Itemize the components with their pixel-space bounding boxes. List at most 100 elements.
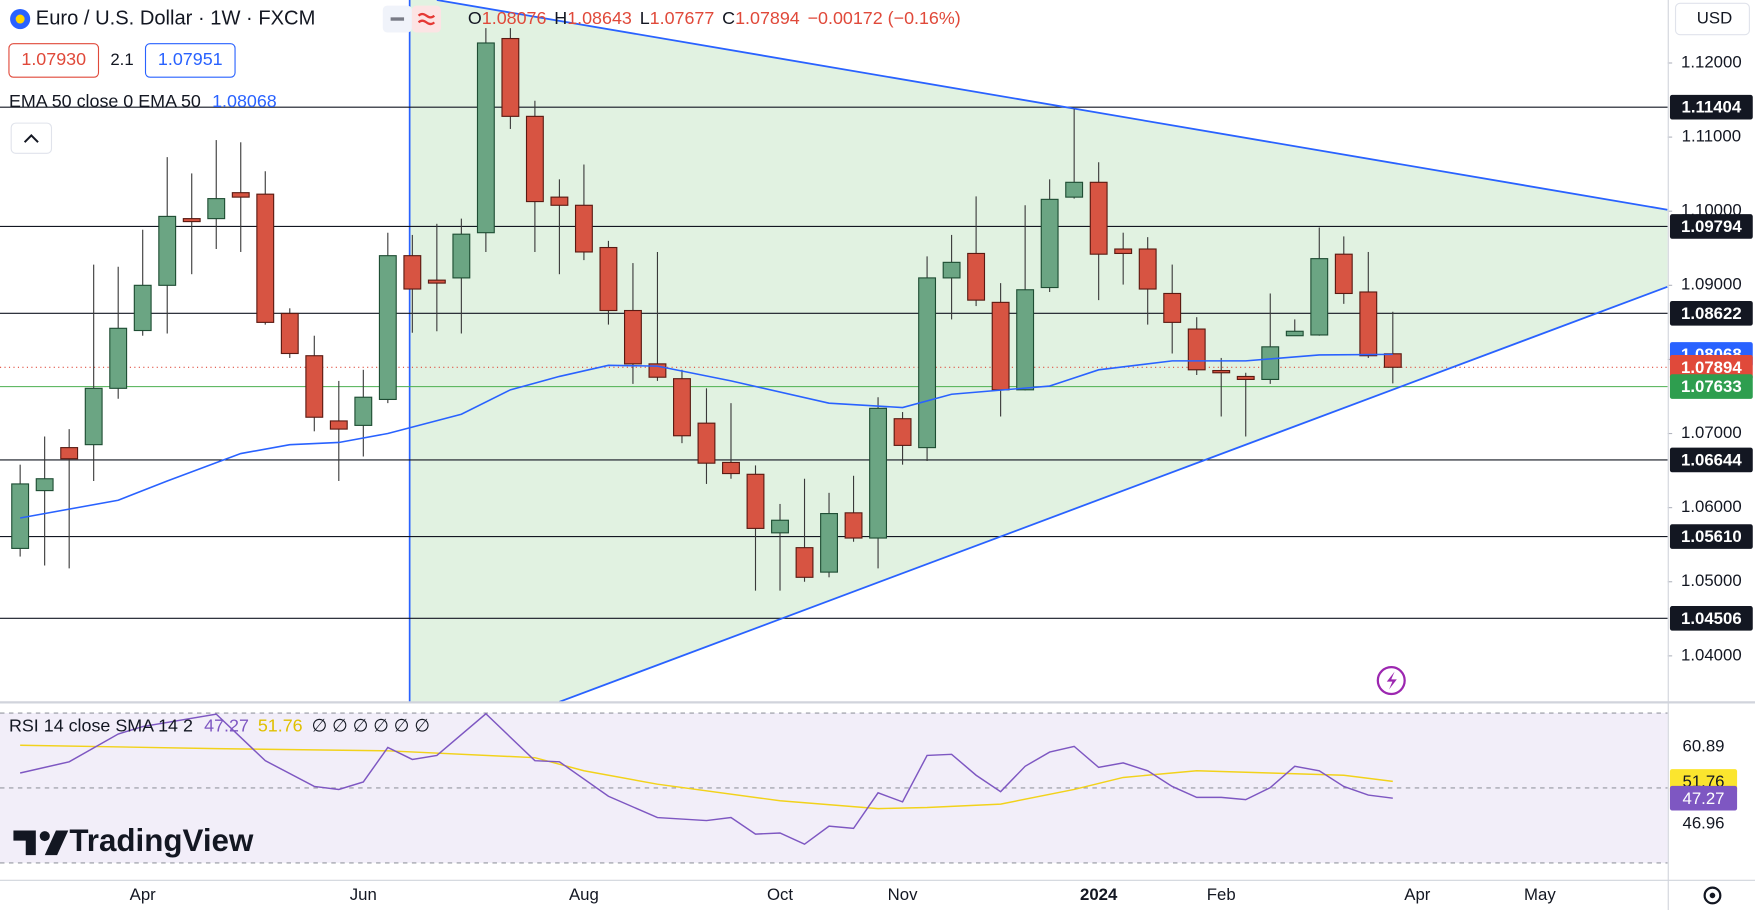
candle-body — [378, 255, 397, 401]
ema-legend-value: 1.08068 — [212, 91, 277, 111]
candle-body — [501, 37, 520, 117]
candle-body — [329, 420, 348, 430]
ohlc-value: 1.08643 — [567, 8, 632, 28]
candle-body — [1089, 181, 1108, 255]
ohlc-prefix: H — [554, 8, 567, 28]
current-price-box — [1669, 354, 1753, 380]
x-tick-label: Feb — [1207, 885, 1236, 904]
candle-body — [1065, 181, 1084, 198]
collapse-button[interactable] — [10, 122, 53, 154]
candle-body — [133, 284, 152, 332]
trend-line — [436, 0, 1668, 211]
candle-body — [795, 547, 814, 578]
ask-label: 1.07951 — [158, 49, 223, 69]
candle-body — [35, 478, 54, 492]
compare-icon — [417, 12, 436, 26]
candle-body — [305, 355, 324, 418]
candle-body — [722, 461, 740, 475]
ema-legend-name: EMA 50 close 0 EMA 50 — [9, 91, 201, 111]
level-label: 1.09794 — [1681, 217, 1742, 236]
rsi-value-label: 47.27 — [1683, 789, 1725, 808]
ask-box[interactable] — [144, 43, 236, 78]
y-tick-label: 1.11000 — [1682, 127, 1741, 146]
ema-line — [20, 353, 1393, 519]
candle-body — [623, 309, 642, 365]
level-label: 1.08622 — [1681, 304, 1742, 323]
candle-body — [182, 218, 201, 223]
watermark: TradingView — [69, 823, 254, 858]
candle-body — [942, 261, 961, 279]
candle-body — [354, 396, 373, 426]
rsi-sma-line — [20, 744, 1393, 810]
candle-body — [1187, 328, 1206, 371]
rsi-extra: ∅ ∅ ∅ ∅ ∅ ∅ — [312, 715, 430, 735]
settings-icon[interactable] — [1703, 886, 1722, 905]
change-value: −0.00172 (−0.16%) — [808, 8, 961, 28]
candle-body — [746, 473, 765, 529]
level-box — [1669, 214, 1753, 239]
x-tick-label: 2024 — [1080, 885, 1118, 904]
candle-body — [1310, 258, 1329, 336]
y-tick-label: 1.04000 — [1681, 645, 1742, 664]
candle-body — [844, 512, 863, 539]
rsi-legend-name: RSI 14 close SMA 14 2 — [9, 715, 193, 735]
level-box — [1669, 524, 1753, 549]
settings-hub — [1709, 892, 1716, 899]
candle-body — [599, 246, 618, 312]
support-label: 1.07633 — [1681, 377, 1742, 396]
rsi-sma-legend-value: 51.76 — [258, 715, 303, 735]
candle-body — [1016, 289, 1035, 391]
y-tick-label: 1.09000 — [1681, 275, 1742, 294]
candle-body — [771, 519, 789, 534]
level-label: 1.06644 — [1681, 450, 1742, 469]
candle-body — [109, 327, 128, 389]
symbol-flag-inner — [15, 14, 25, 24]
candle-body — [256, 193, 275, 323]
x-tick-label: Apr — [1404, 885, 1431, 904]
candle-body — [158, 215, 177, 286]
compare-button[interactable] — [411, 5, 441, 33]
candle-body — [991, 301, 1010, 391]
bid-label: 1.07930 — [21, 49, 86, 69]
candle-body — [574, 204, 593, 253]
level-box — [1669, 447, 1753, 473]
level-label: 1.05610 — [1681, 527, 1742, 546]
rsi-legend: RSI 14 close SMA 14 2 47.27 51.76 ∅ ∅ ∅ ∅ ∅… — [9, 715, 430, 735]
x-tick-label: May — [1524, 885, 1556, 904]
ohlc-prefix: C — [722, 8, 735, 28]
spread-label: 2.1 — [110, 50, 133, 69]
bid-box[interactable] — [8, 43, 100, 78]
currency-label: USD — [1697, 8, 1732, 27]
triangle-zone — [409, 0, 1668, 702]
candle-body — [476, 42, 495, 234]
candle-body — [403, 255, 422, 290]
candle-body — [1383, 353, 1402, 368]
candle-body — [1212, 369, 1231, 374]
alert-bolt — [1386, 671, 1397, 690]
rsi-tick-label: 60.89 — [1683, 737, 1725, 756]
trend-line — [559, 285, 1668, 702]
ohlc-value: 1.07894 — [735, 8, 800, 28]
candle-body — [1040, 198, 1059, 289]
rsi-pane — [0, 712, 1668, 864]
candle-body — [820, 513, 838, 573]
current-price-label: 1.07894 — [1681, 358, 1742, 377]
level-label: 1.11404 — [1682, 98, 1742, 117]
y-tick-label: 1.05000 — [1681, 571, 1742, 590]
candle-body — [1359, 291, 1378, 357]
rsi-tick-label: 46.96 — [1683, 813, 1725, 832]
x-tick-label: Nov — [888, 885, 918, 904]
price-pane — [0, 0, 1668, 702]
currency-box[interactable] — [1674, 2, 1750, 36]
chart-title: Euro / U.S. Dollar · 1W · FXCM — [36, 7, 316, 29]
candle-body — [1285, 330, 1304, 337]
candle-body — [869, 407, 888, 539]
candle-body — [967, 252, 986, 301]
candle-body — [1163, 292, 1182, 323]
x-tick-label: Jun — [350, 885, 377, 904]
watermark-logo — [13, 830, 69, 856]
ohlc-value: 1.08076 — [482, 8, 547, 28]
candle-body — [207, 198, 226, 220]
